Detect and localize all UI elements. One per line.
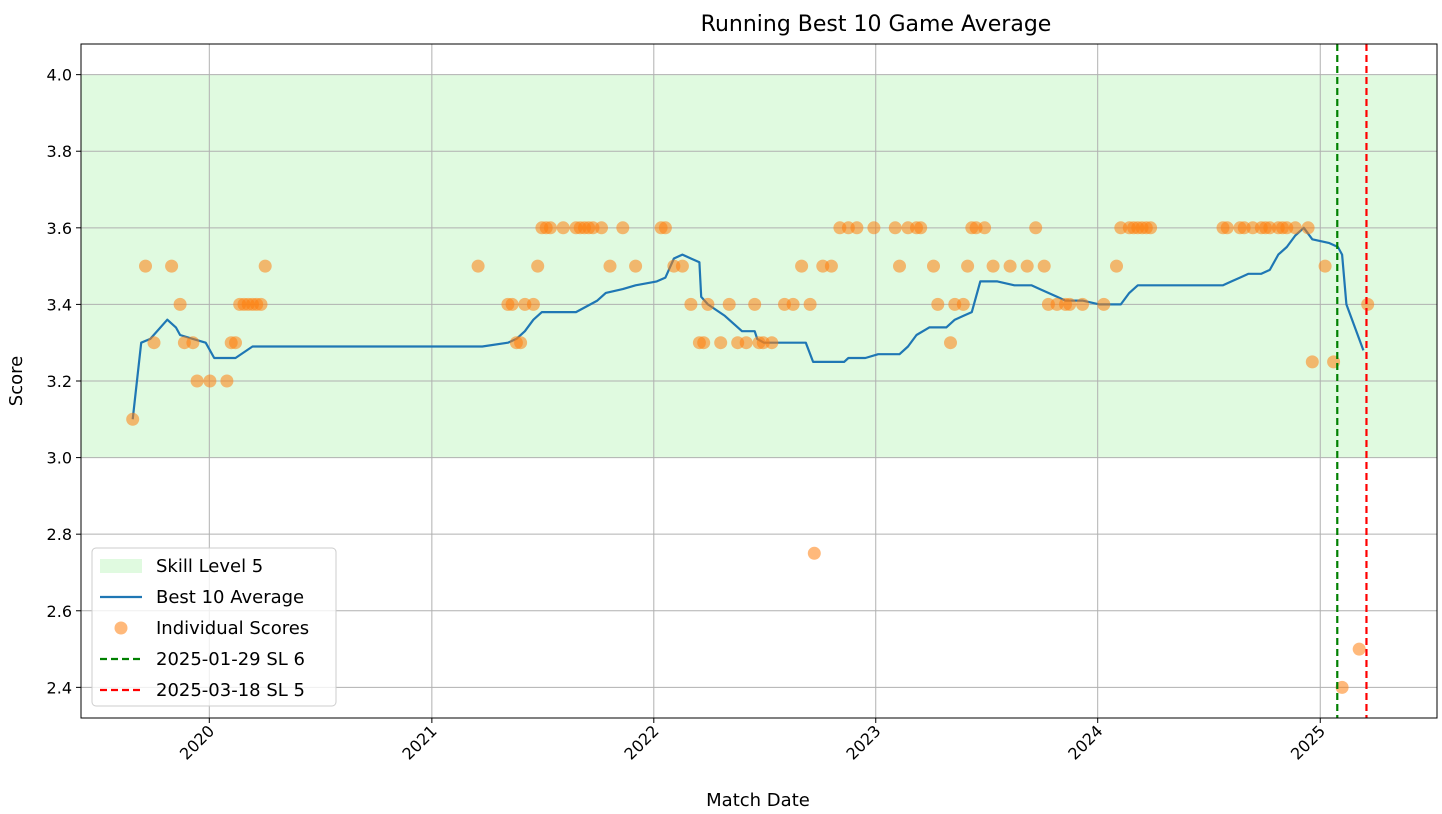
individual-score-point bbox=[471, 259, 485, 273]
individual-score-point bbox=[807, 546, 821, 560]
y-tick-label: 2.8 bbox=[47, 525, 72, 544]
individual-score-point bbox=[1110, 259, 1123, 273]
y-tick-label: 2.4 bbox=[47, 678, 72, 697]
individual-score-point bbox=[254, 297, 268, 311]
individual-score-point bbox=[961, 259, 975, 273]
individual-score-point bbox=[203, 374, 217, 388]
individual-score-point bbox=[1063, 297, 1077, 311]
individual-score-point bbox=[893, 259, 906, 273]
individual-score-point bbox=[1288, 221, 1302, 235]
individual-score-point bbox=[173, 297, 187, 311]
legend-label: Skill Level 5 bbox=[156, 556, 263, 577]
individual-score-point bbox=[795, 259, 809, 273]
individual-score-point bbox=[1076, 297, 1089, 311]
individual-score-point bbox=[595, 221, 608, 235]
individual-score-point bbox=[147, 336, 161, 350]
individual-score-point bbox=[1335, 680, 1349, 694]
individual-score-point bbox=[722, 297, 736, 311]
legend-label: Best 10 Average bbox=[156, 587, 304, 608]
individual-score-point bbox=[229, 336, 242, 350]
individual-score-point bbox=[803, 297, 817, 311]
individual-score-point bbox=[701, 297, 715, 311]
individual-score-point bbox=[914, 221, 928, 235]
individual-score-point bbox=[629, 259, 643, 273]
legend-swatch-dot bbox=[114, 621, 128, 635]
individual-score-point bbox=[126, 412, 140, 426]
individual-score-point bbox=[1361, 297, 1375, 311]
y-tick-label: 3.0 bbox=[47, 449, 72, 468]
legend: Skill Level 5 Best 10 Average Individual S… bbox=[91, 547, 337, 707]
individual-score-point bbox=[1144, 221, 1158, 235]
individual-score-point bbox=[739, 336, 753, 350]
x-axis-label: Match Date bbox=[706, 790, 810, 811]
individual-score-point bbox=[675, 259, 689, 273]
individual-score-point bbox=[944, 336, 957, 350]
individual-score-point bbox=[505, 297, 519, 311]
individual-score-point bbox=[888, 221, 902, 235]
band-layer bbox=[81, 74, 1437, 458]
individual-score-point bbox=[824, 259, 838, 273]
individual-score-point bbox=[978, 221, 992, 235]
skill-level-band bbox=[81, 74, 1437, 458]
individual-score-point bbox=[165, 259, 179, 273]
individual-score-point bbox=[190, 374, 204, 388]
individual-score-point bbox=[258, 259, 272, 273]
individual-score-point bbox=[1318, 259, 1332, 273]
legend-frame bbox=[91, 547, 337, 707]
y-tick-label: 4.0 bbox=[47, 66, 72, 85]
individual-score-point bbox=[1037, 259, 1051, 273]
individual-score-point bbox=[616, 221, 630, 235]
individual-score-point bbox=[1301, 221, 1315, 235]
individual-score-point bbox=[956, 297, 970, 311]
y-tick-label: 3.6 bbox=[47, 219, 72, 238]
individual-score-point bbox=[543, 221, 557, 235]
individual-score-point bbox=[220, 374, 234, 388]
individual-score-point bbox=[603, 259, 617, 273]
individual-score-point bbox=[931, 297, 945, 311]
individual-score-point bbox=[786, 297, 800, 311]
individual-score-point bbox=[867, 221, 881, 235]
individual-score-point bbox=[1003, 259, 1017, 273]
y-tick-label: 3.4 bbox=[47, 295, 72, 314]
individual-score-point bbox=[850, 221, 864, 235]
individual-score-point bbox=[1020, 259, 1034, 273]
individual-score-point bbox=[514, 336, 528, 350]
individual-score-point bbox=[658, 221, 672, 235]
y-axis-label: Score bbox=[6, 356, 27, 406]
vline-layer bbox=[1336, 44, 1368, 718]
legend-swatch-band bbox=[100, 559, 142, 573]
individual-score-point bbox=[526, 297, 540, 311]
individual-score-point bbox=[531, 259, 545, 273]
y-tick-label: 2.6 bbox=[47, 602, 72, 621]
y-tick-label: 3.2 bbox=[47, 372, 72, 391]
individual-score-point bbox=[1220, 221, 1234, 235]
individual-score-point bbox=[186, 336, 200, 350]
individual-score-point bbox=[765, 336, 779, 350]
individual-score-point bbox=[748, 297, 762, 311]
individual-score-point bbox=[986, 259, 1000, 273]
chart-title: Running Best 10 Game Average bbox=[701, 12, 1052, 37]
legend-label: Individual Scores bbox=[156, 618, 309, 639]
legend-label: 2025-03-18 SL 5 bbox=[156, 680, 305, 701]
individual-score-point bbox=[1305, 355, 1319, 369]
legend-label: 2025-01-29 SL 6 bbox=[156, 649, 305, 670]
individual-score-point bbox=[714, 336, 728, 350]
individual-score-point bbox=[697, 336, 711, 350]
individual-score-point bbox=[1029, 221, 1043, 235]
individual-score-point bbox=[1097, 297, 1111, 311]
individual-score-point bbox=[139, 259, 152, 273]
individual-score-point bbox=[684, 297, 698, 311]
individual-score-point bbox=[556, 221, 570, 235]
y-tick-label: 3.8 bbox=[47, 142, 72, 161]
individual-score-point bbox=[1352, 642, 1366, 656]
individual-score-point bbox=[927, 259, 940, 273]
series-layer bbox=[126, 221, 1375, 694]
